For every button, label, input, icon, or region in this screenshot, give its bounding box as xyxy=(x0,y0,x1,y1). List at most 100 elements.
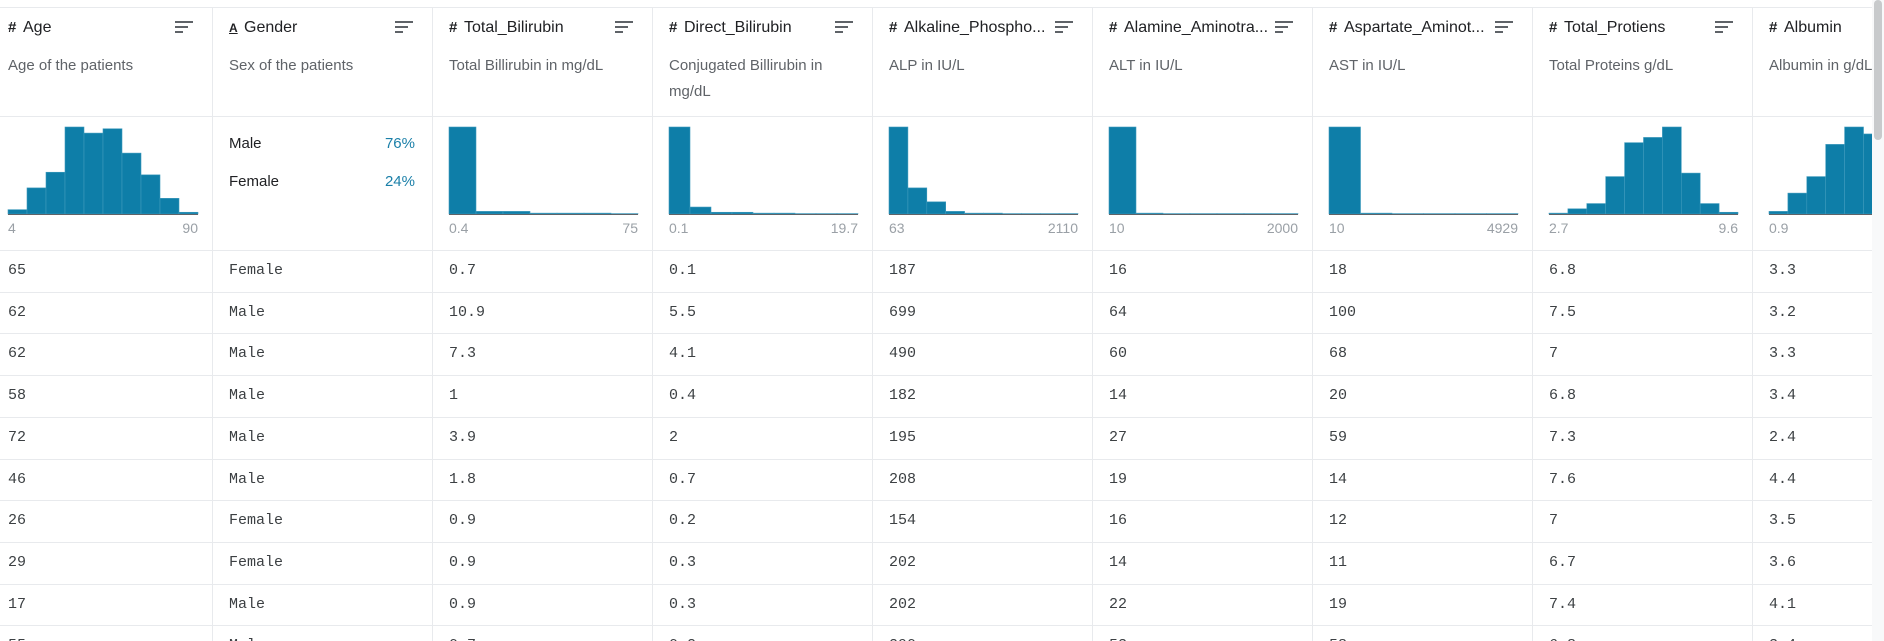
table-cell: 0.7 xyxy=(669,471,697,488)
histogram-bar xyxy=(45,171,66,215)
table-cell: 58 xyxy=(1329,636,1347,641)
sort-icon-line xyxy=(1495,26,1508,28)
column-divider xyxy=(1752,7,1753,641)
histogram-bar xyxy=(502,211,531,215)
histogram-bar xyxy=(1681,172,1701,215)
scrollbar-track xyxy=(1872,0,1884,641)
table-cell: 60 xyxy=(1109,345,1128,362)
table-cell: Male xyxy=(229,429,266,446)
histogram-max: 2000 xyxy=(1267,220,1298,236)
histogram-bar xyxy=(945,211,965,215)
sort-button[interactable] xyxy=(1495,20,1513,34)
table-cell: 64 xyxy=(1109,304,1128,321)
column-type-icon: # xyxy=(449,19,458,36)
scrollbar-thumb[interactable] xyxy=(1874,0,1882,140)
row-border xyxy=(0,500,1872,501)
table-cell: 3.4 xyxy=(1769,636,1796,641)
histogram-bar xyxy=(26,187,47,215)
histogram-bar xyxy=(1844,126,1864,215)
table-cell: 2 xyxy=(669,429,679,446)
table-cell: 4.4 xyxy=(1769,471,1797,488)
table-cell: 0.7 xyxy=(449,636,476,641)
column-description: Sex of the patients xyxy=(229,57,354,74)
histogram-bar xyxy=(448,126,477,215)
histogram-bar xyxy=(731,211,754,215)
histogram-max: 19.7 xyxy=(831,220,858,236)
table-cell: 3.2 xyxy=(1769,304,1797,321)
table-cell: 699 xyxy=(889,304,917,321)
histogram-bar xyxy=(710,211,733,215)
histogram-min: 0.1 xyxy=(669,220,689,236)
histogram-bar xyxy=(140,174,161,215)
row-border xyxy=(0,459,1872,460)
histogram-min: 63 xyxy=(889,220,905,236)
table-cell: 1 xyxy=(449,387,459,404)
histogram-bar xyxy=(926,201,946,215)
table-cell: 6.8 xyxy=(1549,636,1576,641)
table-cell: 53 xyxy=(1109,636,1127,641)
histogram-bar xyxy=(1548,212,1569,215)
sort-icon-line xyxy=(1495,21,1513,23)
table-cell: 4.1 xyxy=(669,345,697,362)
histogram-bar xyxy=(64,126,85,215)
histogram-bar xyxy=(1135,212,1164,215)
histogram-bar xyxy=(668,126,691,215)
sort-button[interactable] xyxy=(395,20,413,34)
histogram-bar xyxy=(1360,212,1393,215)
sort-icon-line xyxy=(835,31,843,33)
table-cell: 62 xyxy=(8,304,27,321)
table-cell: 62 xyxy=(8,345,27,362)
histogram-max: 9.6 xyxy=(1719,220,1739,236)
table-cell: 2.4 xyxy=(1769,429,1797,446)
table-cell: 20 xyxy=(1329,387,1348,404)
sort-button[interactable] xyxy=(175,20,193,34)
table-cell: 154 xyxy=(889,512,917,529)
table-cell: 0.9 xyxy=(449,554,477,571)
sort-button[interactable] xyxy=(1055,20,1073,34)
table-cell: 195 xyxy=(889,429,917,446)
table-cell: 3.3 xyxy=(1769,345,1797,362)
histogram-min: 4 xyxy=(8,220,16,236)
row-border xyxy=(0,333,1872,334)
table-cell: 7 xyxy=(1549,345,1559,362)
table-cell: Male xyxy=(229,345,266,362)
table-cell: 7.3 xyxy=(1549,429,1577,446)
table-cell: 65 xyxy=(8,262,27,279)
sort-button[interactable] xyxy=(835,20,853,34)
table-cell: 14 xyxy=(1109,554,1128,571)
table-cell: 55 xyxy=(8,636,26,641)
sort-icon-line xyxy=(1275,31,1283,33)
histogram-bar xyxy=(83,132,104,215)
column-type-icon: A xyxy=(229,21,238,35)
column-description: Total Billirubin in mg/dL xyxy=(449,57,604,74)
sort-button[interactable] xyxy=(1275,20,1293,34)
column-divider xyxy=(872,7,873,641)
column-divider xyxy=(1532,7,1533,641)
table-cell: 22 xyxy=(1109,596,1128,613)
column-divider xyxy=(1092,7,1093,641)
histogram-bar xyxy=(1863,133,1872,215)
sort-icon-line xyxy=(835,21,853,23)
table-cell: 72 xyxy=(8,429,27,446)
histogram: 10 2000 xyxy=(1108,126,1299,236)
row-border xyxy=(0,584,1872,585)
header-border xyxy=(0,116,1872,117)
table-cell: 3.4 xyxy=(1769,387,1797,404)
table-cell: 7.4 xyxy=(1549,596,1577,613)
column-type-icon: # xyxy=(1329,19,1338,36)
histogram-bar xyxy=(583,212,612,215)
table-cell: 59 xyxy=(1329,429,1348,446)
histogram-bar xyxy=(752,212,775,215)
column-type-icon: # xyxy=(669,19,678,36)
table-cell: 6.7 xyxy=(1549,554,1577,571)
table-cell: 3.3 xyxy=(1769,262,1797,279)
histogram: 4 90 xyxy=(7,126,199,236)
column-name: Gender xyxy=(244,19,298,36)
table-cell: 202 xyxy=(889,596,917,613)
table-cell: 6.8 xyxy=(1549,387,1577,404)
sort-button[interactable] xyxy=(615,20,633,34)
sort-button[interactable] xyxy=(1715,20,1733,34)
table-cell: 3.9 xyxy=(449,429,477,446)
sort-icon-line xyxy=(1055,31,1063,33)
